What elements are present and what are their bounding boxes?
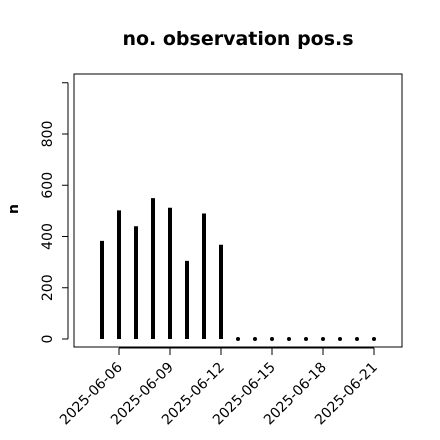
plot-frame [73,73,403,348]
y-tick-label: 0 [40,335,56,344]
bar [236,337,240,341]
bar [304,337,308,341]
bar [287,337,291,341]
bar [355,337,359,341]
bar [253,337,257,341]
y-tick-label: 200 [40,274,56,301]
bar [338,337,342,341]
bars-group [100,198,376,341]
bar [321,337,325,341]
y-tick-label: 800 [40,121,56,148]
bar [270,337,274,341]
x-axis: 2025-06-062025-06-092025-06-122025-06-15… [57,347,381,428]
y-axis: 0 200 400 600 800 [40,82,69,344]
y-tick-label: 400 [40,223,56,250]
y-axis-label: n [6,204,22,214]
chart-title: no. observation pos.s [122,28,353,50]
bar [372,337,376,341]
y-tick-label: 600 [40,172,56,199]
